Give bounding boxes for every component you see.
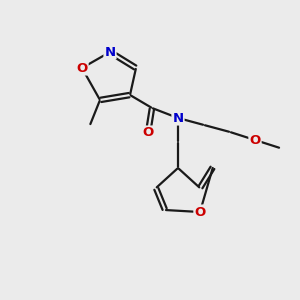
Text: O: O [142, 127, 154, 140]
Text: N: N [172, 112, 184, 124]
Text: N: N [104, 46, 116, 59]
Text: O: O [194, 206, 206, 218]
Text: O: O [76, 61, 88, 74]
Text: O: O [249, 134, 261, 146]
